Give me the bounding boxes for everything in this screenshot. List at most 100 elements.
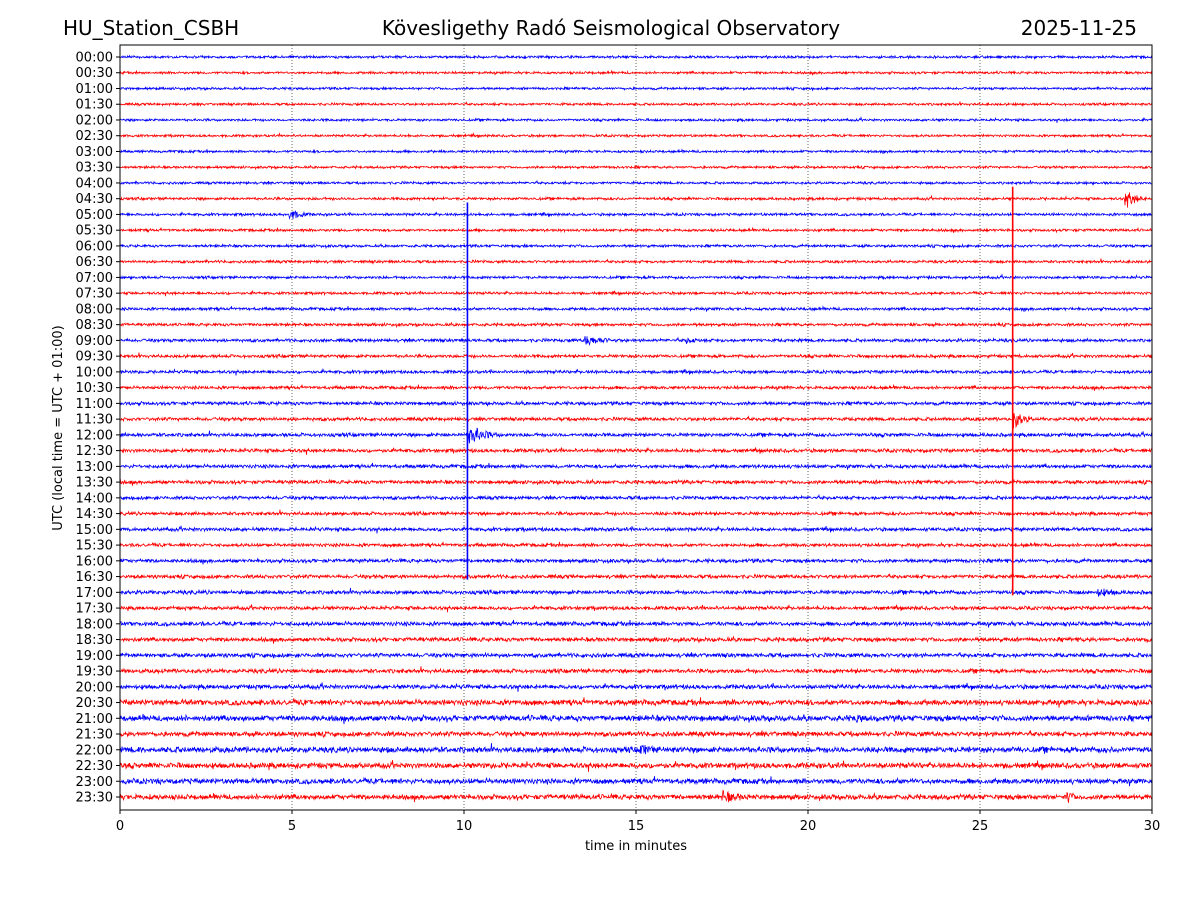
trace-1830 — [119, 635, 1153, 644]
y-tick-label: 08:30 — [76, 318, 113, 333]
trace-0100 — [119, 85, 1153, 92]
y-tick-label: 21:00 — [76, 712, 113, 727]
y-tick-label: 01:00 — [76, 82, 113, 97]
y-tick-label: 10:00 — [76, 365, 113, 380]
trace-0700 — [119, 273, 1153, 281]
trace-0900 — [119, 336, 1153, 346]
trace-0430 — [119, 192, 1153, 208]
y-tick-label: 09:30 — [76, 350, 113, 365]
y-tick-label: 07:00 — [76, 271, 113, 286]
grid-lines — [291, 45, 981, 810]
y-tick-label: 02:30 — [76, 129, 113, 144]
y-tick-label: 10:30 — [76, 381, 113, 396]
chart-date: 2025-11-25 — [1021, 16, 1137, 40]
y-tick-label: 05:30 — [76, 224, 113, 239]
trace-1900 — [119, 651, 1153, 659]
y-tick-label: 14:00 — [76, 491, 113, 506]
x-tick-label: 30 — [1144, 819, 1161, 834]
trace-0400 — [119, 179, 1153, 186]
trace-1130 — [119, 412, 1153, 429]
y-tick-label: 17:00 — [76, 586, 113, 601]
trace-0300 — [119, 148, 1153, 155]
y-tick-label: 15:30 — [76, 539, 113, 554]
y-tick-label: 17:30 — [76, 602, 113, 617]
y-tick-label: 04:30 — [76, 192, 113, 207]
y-tick-label: 00:30 — [76, 66, 113, 81]
trace-1800 — [119, 619, 1153, 628]
y-tick-label: 02:00 — [76, 113, 113, 128]
trace-2200 — [119, 743, 1153, 755]
y-tick-label: 14:30 — [76, 507, 113, 522]
y-axis: 00:0000:3001:0001:3002:0002:3003:0003:30… — [76, 51, 120, 806]
trace-1930 — [119, 666, 1153, 675]
trace-2000 — [119, 682, 1153, 692]
y-tick-label: 06:00 — [76, 239, 113, 254]
y-tick-label: 23:00 — [76, 775, 113, 790]
x-axis-label: time in minutes — [585, 839, 687, 854]
trace-0630 — [119, 258, 1153, 265]
trace-0600 — [119, 242, 1153, 250]
y-tick-label: 16:00 — [76, 554, 113, 569]
trace-1430 — [119, 509, 1153, 518]
y-tick-label: 16:30 — [76, 570, 113, 585]
y-tick-label: 04:00 — [76, 176, 113, 191]
trace-2100 — [119, 713, 1153, 725]
trace-2130 — [119, 730, 1153, 739]
trace-1100 — [119, 399, 1153, 408]
y-tick-label: 12:00 — [76, 428, 113, 443]
trace-2030 — [119, 697, 1153, 708]
trace-0830 — [119, 321, 1153, 329]
y-tick-label: 15:00 — [76, 523, 113, 538]
trace-1300 — [119, 462, 1153, 470]
y-tick-label: 18:00 — [76, 617, 113, 632]
trace-1230 — [119, 446, 1153, 455]
trace-1630 — [119, 573, 1153, 580]
trace-0930 — [119, 352, 1153, 360]
trace-0000 — [119, 54, 1153, 61]
trace-1600 — [119, 557, 1153, 565]
y-tick-label: 09:00 — [76, 334, 113, 349]
y-tick-label: 22:30 — [76, 759, 113, 774]
trace-0200 — [119, 116, 1153, 123]
trace-1400 — [119, 493, 1153, 502]
trace-0030 — [119, 69, 1153, 76]
y-axis-label: UTC (local time = UTC + 01:00) — [51, 325, 66, 530]
y-tick-label: 13:00 — [76, 460, 113, 475]
trace-0330 — [119, 164, 1153, 171]
y-tick-label: 13:30 — [76, 476, 113, 491]
x-tick-label: 0 — [116, 819, 124, 834]
y-tick-label: 11:00 — [76, 397, 113, 412]
trace-1530 — [119, 541, 1153, 549]
trace-1030 — [119, 383, 1153, 391]
trace-1700 — [119, 587, 1153, 597]
trace-1000 — [119, 367, 1153, 376]
trace-0130 — [119, 101, 1153, 108]
trace-2300 — [119, 776, 1153, 787]
y-tick-label: 19:00 — [76, 649, 113, 664]
y-tick-label: 08:00 — [76, 302, 113, 317]
trace-0530 — [119, 226, 1153, 234]
trace-2230 — [119, 759, 1153, 772]
y-tick-label: 20:00 — [76, 680, 113, 695]
trace-0730 — [119, 289, 1153, 297]
y-tick-label: 23:30 — [76, 791, 113, 806]
traces — [119, 54, 1153, 803]
y-tick-label: 11:30 — [76, 413, 113, 428]
y-tick-label: 07:30 — [76, 287, 113, 302]
y-tick-label: 00:00 — [76, 51, 113, 66]
trace-1330 — [119, 478, 1153, 486]
y-tick-label: 22:00 — [76, 743, 113, 758]
x-tick-label: 15 — [628, 819, 645, 834]
y-tick-label: 05:00 — [76, 208, 113, 223]
x-tick-label: 25 — [972, 819, 989, 834]
x-tick-label: 5 — [288, 819, 296, 834]
trace-0230 — [119, 132, 1153, 139]
trace-0800 — [119, 305, 1153, 313]
y-tick-label: 12:30 — [76, 444, 113, 459]
chart-title: Kövesligethy Radó Seismological Observat… — [382, 16, 840, 40]
y-tick-label: 06:30 — [76, 255, 113, 270]
x-axis: 0 5 10 15 20 25 30 — [116, 810, 1160, 834]
y-tick-label: 03:30 — [76, 161, 113, 176]
station-name: HU_Station_CSBH — [63, 16, 239, 40]
trace-0500 — [119, 210, 1152, 220]
